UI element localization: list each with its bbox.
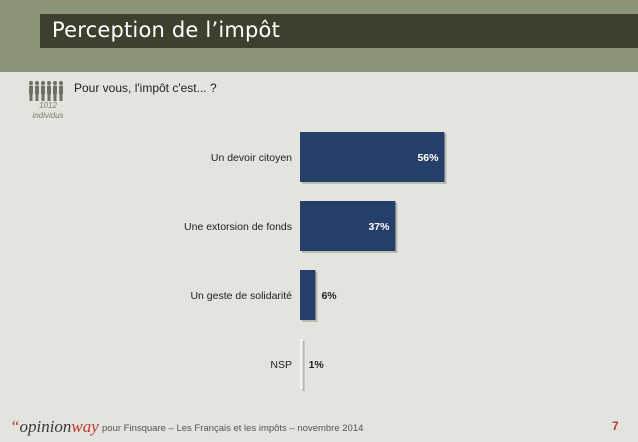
value-label: 6% [321,290,337,302]
sample-unit: individus [32,111,64,120]
category-label: Une extorsion de fonds [184,221,292,233]
logo-quote: “ [10,417,20,436]
footer-text: pour Finsquare – Les Français et les imp… [102,423,364,434]
bar [300,132,445,182]
opinionway-logo: “opinionway [10,417,99,437]
question-text: Pour vous, l'impôt c'est... ? [74,81,217,95]
value-label: 56% [417,152,439,164]
logo-opinion: opinion [19,417,72,436]
bar [300,339,303,389]
bar [300,201,396,251]
people-icon [29,81,63,101]
value-label: 37% [368,221,390,233]
sample-size: 1012 [39,101,57,110]
title-bar [40,14,638,48]
bar [300,270,316,320]
logo-way: way [71,417,99,436]
category-label: Un devoir citoyen [211,152,292,164]
page-number: 7 [612,419,619,433]
category-label: NSP [270,359,292,371]
value-label: 1% [309,359,325,371]
bar-shadow [302,341,305,391]
category-label: Un geste de solidarité [190,290,292,302]
page-title: Perception de l’impôt [52,18,281,42]
